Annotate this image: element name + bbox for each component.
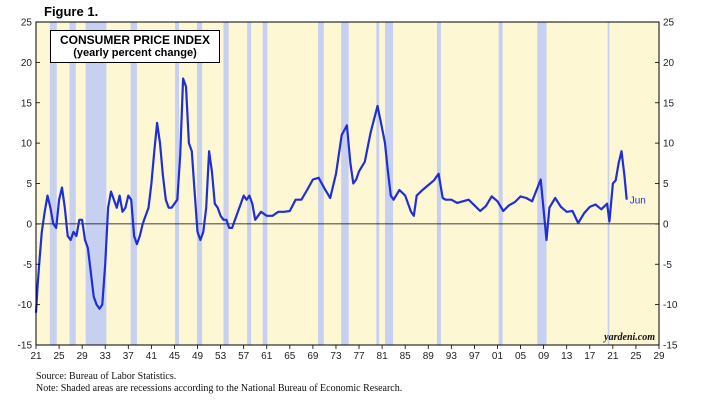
- x-tick-label: 81: [377, 351, 389, 362]
- recession-band: [223, 22, 229, 345]
- y-tick-label: 5: [26, 179, 32, 190]
- recession-band: [376, 22, 380, 345]
- y-axis-left: -15 -10 -5 0 5 10 15 20 25: [18, 18, 40, 352]
- x-tick-label: 25: [54, 351, 66, 362]
- recession-band: [175, 22, 180, 345]
- recession-band: [341, 22, 349, 345]
- y-tick-label: 20: [21, 58, 33, 69]
- x-tick-label: 57: [238, 351, 250, 362]
- x-tick-label: 25: [630, 351, 642, 362]
- recession-band: [436, 22, 441, 345]
- x-tick-label: 21: [607, 351, 619, 362]
- recession-band: [607, 22, 610, 345]
- recession-band: [196, 22, 203, 345]
- figure-label: Figure 1.: [44, 4, 99, 19]
- recession-band: [262, 22, 268, 345]
- x-tick-label: 29: [653, 351, 665, 362]
- y-tick-label: 20: [663, 58, 675, 69]
- watermark: yardeni.com: [603, 332, 655, 343]
- x-tick-label: 69: [307, 351, 319, 362]
- x-tick-label: 45: [169, 351, 181, 362]
- y-tick-label: -5: [663, 260, 672, 271]
- x-tick-label: 77: [353, 351, 365, 362]
- x-tick-label: 37: [123, 351, 135, 362]
- x-tick-label: 53: [215, 351, 227, 362]
- x-tick-label: 65: [284, 351, 296, 362]
- x-tick-label: 97: [469, 351, 481, 362]
- x-tick-label: 09: [538, 351, 550, 362]
- recession-band: [247, 22, 252, 345]
- x-tick-label: 61: [261, 351, 273, 362]
- x-tick-label: 49: [192, 351, 204, 362]
- x-tick-label: 17: [584, 351, 596, 362]
- x-tick-label: 21: [30, 351, 42, 362]
- recession-band: [69, 22, 76, 345]
- x-tick-label: 01: [492, 351, 504, 362]
- x-tick-label: 41: [146, 351, 158, 362]
- end-label: Jun: [630, 196, 646, 207]
- chart-title-box: CONSUMER PRICE INDEX (yearly percent cha…: [50, 30, 220, 63]
- source-note: Source: Bureau of Labor Statistics.: [36, 371, 177, 382]
- x-tick-label: 05: [515, 351, 527, 362]
- chart-title: CONSUMER PRICE INDEX: [59, 33, 211, 47]
- x-tick-label: 89: [423, 351, 435, 362]
- x-tick-label: 73: [330, 351, 342, 362]
- y-tick-label: 25: [663, 18, 675, 29]
- y-tick-label: -5: [23, 260, 32, 271]
- y-tick-label: 5: [663, 179, 669, 190]
- chart-subtitle: (yearly percent change): [73, 47, 197, 59]
- y-axis-right: -15 -10 -5 0 5 10 15 20 25: [655, 18, 678, 352]
- y-tick-label: 0: [26, 219, 32, 230]
- y-tick-label: 10: [663, 139, 675, 150]
- recession-band: [130, 22, 137, 345]
- y-tick-label: 15: [21, 98, 33, 109]
- y-tick-label: -10: [18, 300, 33, 311]
- y-tick-label: -10: [663, 300, 678, 311]
- y-tick-label: 15: [663, 98, 675, 109]
- x-axis: 21 25 29 33 37 41 45 49 53 57 61 65 69 73 77 81 85 89 93 97…: [30, 345, 665, 362]
- x-tick-label: 29: [77, 351, 89, 362]
- recession-band: [49, 22, 57, 345]
- x-tick-label: 93: [446, 351, 458, 362]
- y-tick-label: 10: [21, 139, 33, 150]
- recession-band: [498, 22, 503, 345]
- cpi-series-line: [34, 77, 628, 313]
- y-tick-label: 25: [21, 18, 33, 29]
- y-tick-label: 0: [663, 219, 669, 230]
- y-tick-label: -15: [663, 341, 678, 352]
- x-tick-label: 33: [100, 351, 112, 362]
- shading-note: Note: Shaded areas are recessions accord…: [36, 383, 403, 394]
- x-tick-label: 85: [400, 351, 412, 362]
- x-tick-label: 13: [561, 351, 573, 362]
- y-tick-label: -15: [18, 341, 33, 352]
- footnotes: Source: Bureau of Labor Statistics. Note…: [36, 371, 402, 395]
